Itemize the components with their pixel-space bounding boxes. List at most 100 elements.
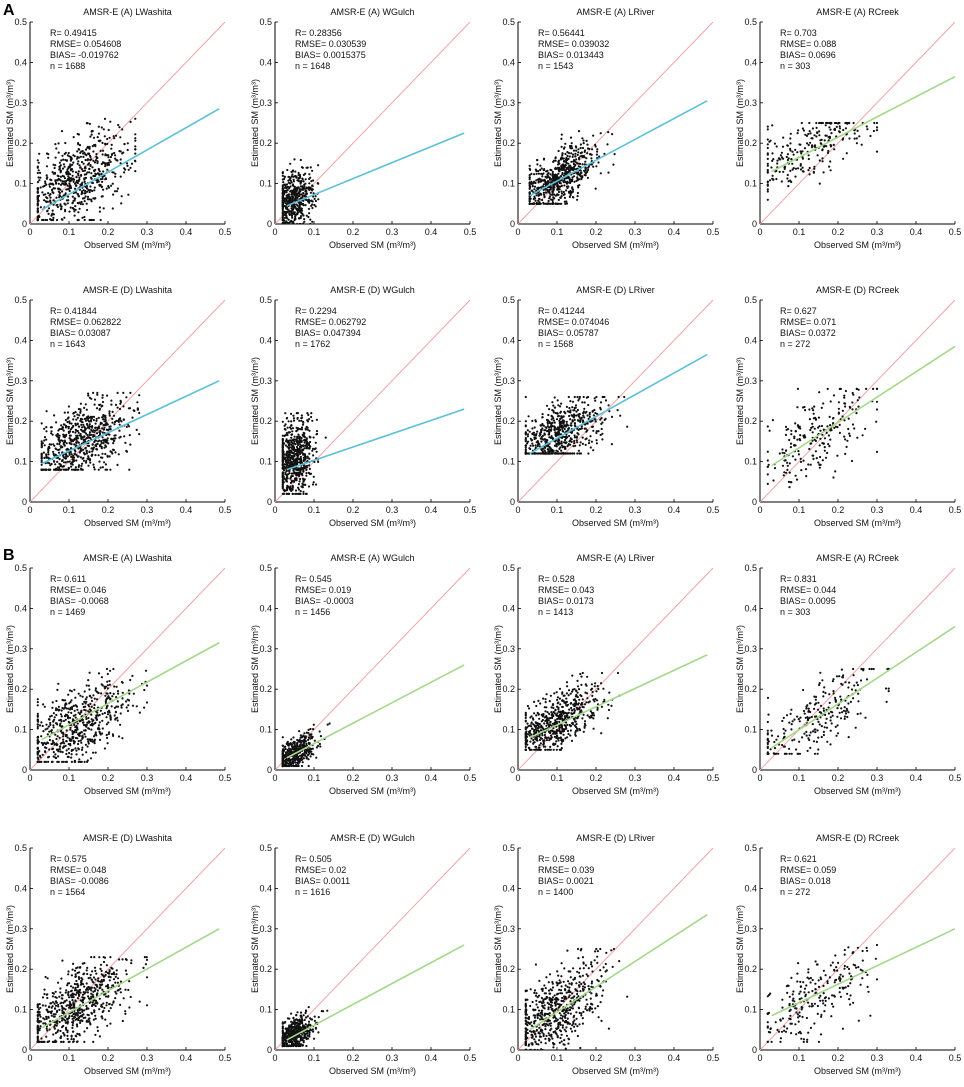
data-point <box>301 448 304 451</box>
data-point <box>287 420 290 423</box>
data-point <box>584 169 587 172</box>
stats-text: BIAS= 0.05787 <box>538 328 599 338</box>
data-point <box>541 447 545 450</box>
data-point <box>296 192 299 195</box>
data-point <box>67 405 70 408</box>
data-point <box>557 429 560 432</box>
data-point <box>87 679 90 682</box>
data-point <box>58 443 61 446</box>
data-point <box>573 175 576 178</box>
stats-text: n = 1762 <box>295 339 330 349</box>
data-point <box>789 481 792 484</box>
data-point <box>60 424 63 427</box>
data-point <box>835 121 838 125</box>
data-point <box>827 434 831 437</box>
data-point <box>524 438 527 441</box>
data-point <box>589 153 592 156</box>
data-point <box>78 434 82 437</box>
data-point <box>564 447 567 450</box>
data-point <box>69 430 72 433</box>
data-point <box>107 161 110 164</box>
y-tick-label: 0 <box>510 497 515 507</box>
data-point <box>61 706 64 710</box>
one-to-one-line <box>275 300 470 502</box>
data-point <box>578 452 581 455</box>
data-point <box>795 478 799 481</box>
data-point <box>42 451 46 454</box>
data-point <box>119 136 122 139</box>
data-point <box>298 448 301 451</box>
data-point <box>298 450 301 453</box>
data-point <box>39 186 42 189</box>
data-point <box>532 431 536 434</box>
data-point <box>310 412 313 415</box>
data-point <box>84 432 88 435</box>
data-point <box>287 209 290 212</box>
data-point <box>315 418 318 421</box>
data-point <box>781 464 785 467</box>
data-point <box>295 222 299 224</box>
data-point <box>855 412 858 415</box>
data-point <box>528 167 531 170</box>
x-tick-label: 0 <box>515 227 520 237</box>
data-point <box>116 705 120 708</box>
data-point <box>807 169 810 172</box>
data-point <box>297 486 300 489</box>
x-tick-label: 0 <box>515 505 520 515</box>
data-point <box>86 190 89 193</box>
data-point <box>599 132 602 135</box>
data-point <box>92 463 95 466</box>
y-tick-label: 0.3 <box>744 376 757 386</box>
data-point <box>57 438 60 441</box>
x-tick-label: 0.2 <box>590 227 603 237</box>
data-point <box>90 699 94 703</box>
data-point <box>766 138 769 141</box>
data-point <box>573 442 576 445</box>
data-point <box>599 401 603 404</box>
data-point <box>556 166 560 169</box>
data-point <box>98 210 101 213</box>
data-point <box>299 477 302 481</box>
data-point <box>599 172 602 175</box>
data-point <box>294 443 297 446</box>
one-to-one-line <box>760 22 955 224</box>
data-point <box>576 441 579 444</box>
plot-title: AMSR-E (A) LWashita <box>83 7 172 17</box>
data-point <box>87 198 91 201</box>
data-point <box>110 153 113 156</box>
data-point <box>37 176 40 179</box>
data-point <box>601 438 604 441</box>
data-point <box>281 471 284 474</box>
data-point <box>85 173 88 176</box>
data-point <box>62 461 66 464</box>
data-point <box>77 156 80 159</box>
data-point <box>83 177 86 180</box>
data-point <box>830 132 833 135</box>
data-point <box>811 422 814 425</box>
data-point <box>811 431 814 434</box>
data-point <box>543 429 546 432</box>
data-point <box>79 166 82 169</box>
data-point <box>825 121 828 125</box>
data-point <box>302 434 306 437</box>
data-point <box>306 166 309 169</box>
data-point <box>39 206 43 209</box>
data-point <box>120 202 123 205</box>
data-point <box>524 425 527 428</box>
data-point <box>117 692 120 695</box>
data-point <box>573 418 576 421</box>
data-point <box>60 446 63 449</box>
data-point <box>66 455 69 458</box>
data-point <box>52 199 55 202</box>
data-point <box>55 147 58 150</box>
data-point <box>44 728 47 731</box>
data-point <box>597 161 600 164</box>
data-point <box>601 395 604 399</box>
data-point <box>788 486 791 489</box>
data-point <box>85 717 88 721</box>
x-tick-label: 0.4 <box>180 505 193 515</box>
data-point <box>816 154 819 157</box>
data-point <box>88 458 91 461</box>
y-tick-label: 0.3 <box>14 376 27 386</box>
data-point <box>101 153 104 156</box>
